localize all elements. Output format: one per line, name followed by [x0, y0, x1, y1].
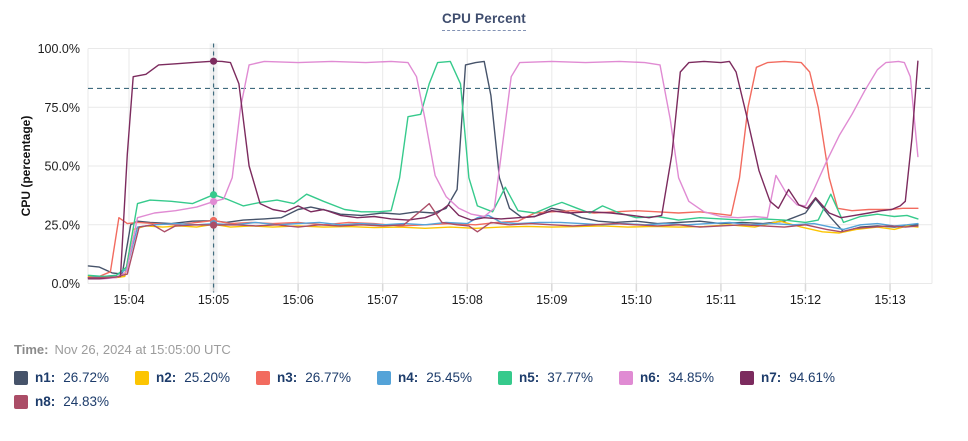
x-tick-label: 15:05	[198, 293, 229, 307]
legend-swatch-n1	[14, 370, 28, 385]
chart-meta: Time: Nov 26, 2024 at 15:05:00 UTC n1: 26.…	[0, 322, 968, 409]
legend-series-value: 24.83%	[63, 394, 110, 409]
legend-swatch-n7	[740, 370, 754, 385]
legend-swatch-n6	[619, 370, 633, 385]
x-tick-label: 15:04	[113, 293, 144, 307]
legend: n1: 26.72% n2: 25.20% n3: 26.77% n4: 25.45% n5: 3…	[14, 370, 874, 409]
legend-item-n8[interactable]: n8: 24.83%	[14, 394, 135, 409]
x-tick-label: 15:12	[790, 293, 821, 307]
legend-series-value: 37.77%	[547, 370, 594, 385]
cursor-dot-n8	[209, 221, 218, 229]
series-line-n8	[87, 202, 919, 279]
x-tick-label: 15:06	[282, 293, 313, 307]
cursor-time-row: Time: Nov 26, 2024 at 15:05:00 UTC	[14, 342, 968, 357]
series-line-n6	[87, 60, 919, 280]
x-tick-label: 15:10	[621, 293, 652, 307]
legend-item-n2[interactable]: n2: 25.20%	[135, 370, 256, 385]
legend-series-value: 25.20%	[184, 370, 231, 385]
chart-title[interactable]: CPU Percent	[442, 11, 526, 31]
y-tick-label: 75.0%	[45, 101, 80, 115]
legend-series-value: 25.45%	[426, 370, 473, 385]
legend-series-name: n6:	[640, 370, 661, 385]
time-value: Nov 26, 2024 at 15:05:00 UTC	[54, 342, 231, 357]
legend-item-n1[interactable]: n1: 26.72%	[14, 370, 135, 385]
legend-swatch-n2	[135, 370, 149, 385]
time-label: Time:	[14, 342, 49, 357]
legend-item-n5[interactable]: n5: 37.77%	[498, 370, 619, 385]
chart-area: CPU Percent 0.0% 25.0% 50.0% 75.0% 100.0% 15:…	[0, 10, 968, 307]
legend-item-n6[interactable]: n6: 34.85%	[619, 370, 740, 385]
x-tick-label: 15:08	[452, 293, 483, 307]
legend-swatch-n5	[498, 370, 512, 385]
legend-item-n7[interactable]: n7: 94.61%	[740, 370, 861, 385]
x-tick-label: 15:07	[367, 293, 398, 307]
crosshair-band	[209, 43, 218, 293]
legend-series-value: 94.61%	[789, 370, 836, 385]
legend-series-name: n2:	[156, 370, 177, 385]
legend-series-name: n1:	[35, 370, 56, 385]
series-line-n7	[87, 60, 919, 280]
x-tick-label: 15:09	[536, 293, 567, 307]
legend-series-value: 34.85%	[668, 370, 715, 385]
legend-swatch-n8	[14, 394, 28, 409]
x-tick-label: 15:11	[706, 293, 736, 307]
x-tick-label: 15:13	[874, 293, 905, 307]
legend-series-value: 26.72%	[63, 370, 110, 385]
cursor-dot-n5	[209, 191, 218, 199]
legend-swatch-n4	[377, 370, 391, 385]
legend-series-name: n3:	[277, 370, 298, 385]
legend-series-name: n4:	[398, 370, 419, 385]
cursor-dot-n7	[209, 57, 218, 65]
legend-series-name: n5:	[519, 370, 540, 385]
y-tick-label: 25.0%	[45, 218, 80, 232]
y-tick-label: 100.0%	[38, 42, 80, 56]
legend-series-name: n8:	[35, 394, 56, 409]
y-tick-label: 50.0%	[45, 160, 80, 174]
cursor-dot-n6	[209, 198, 218, 206]
series-line-n5	[87, 60, 919, 278]
legend-swatch-n3	[256, 370, 270, 385]
cpu-chart-svg: 0.0% 25.0% 50.0% 75.0% 100.0% 15:04 15:05 15:06…	[19, 42, 933, 307]
legend-item-n3[interactable]: n3: 26.77%	[256, 370, 377, 385]
series-line-n3	[87, 60, 919, 279]
chart-title-row: CPU Percent	[0, 10, 968, 31]
legend-series-name: n7:	[761, 370, 782, 385]
legend-item-n4[interactable]: n4: 25.45%	[377, 370, 498, 385]
y-tick-label: 0.0%	[52, 277, 81, 291]
legend-series-value: 26.77%	[305, 370, 352, 385]
y-axis-title: CPU (percentage)	[19, 116, 33, 217]
